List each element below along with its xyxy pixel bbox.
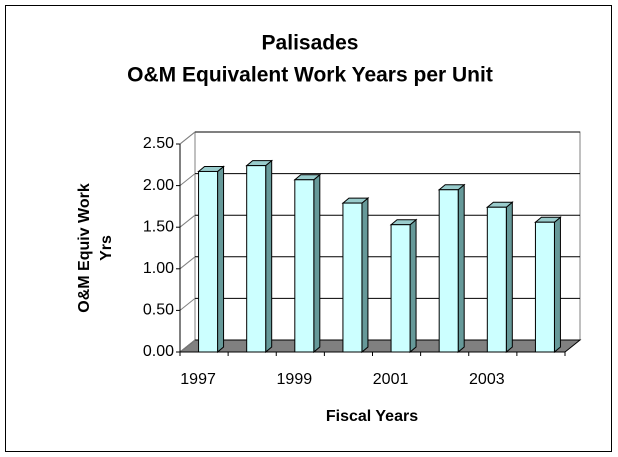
- y-axis-title-line: Yrs: [98, 235, 115, 261]
- y-tick-label: 1.50: [143, 218, 174, 235]
- bar-side: [361, 197, 369, 354]
- x-tick-label: 1997: [180, 371, 216, 388]
- x-tick-label: 1999: [277, 371, 313, 388]
- bar-side: [313, 173, 321, 354]
- bar-side: [505, 201, 513, 354]
- y-tick-label: 0.00: [143, 343, 174, 360]
- bar: [534, 221, 555, 353]
- y-axis-title: O&M Equiv Work Yrs: [76, 183, 115, 313]
- y-tick-label: 2.50: [143, 135, 174, 152]
- floor: [178, 339, 582, 353]
- grid-line-side: [179, 131, 196, 145]
- y-tick-label: 0.50: [143, 302, 174, 319]
- grid-line-side: [179, 339, 196, 353]
- bar-side: [217, 165, 225, 354]
- x-axis-title: Fiscal Years: [326, 408, 418, 425]
- grid-line-side: [179, 298, 196, 311]
- y-axis-title-line: O&M Equiv Work: [76, 183, 93, 313]
- y-tick-label: 1.00: [143, 260, 174, 277]
- bar: [246, 165, 267, 353]
- grid-line-side: [179, 256, 196, 270]
- chart-title: Palisades: [262, 32, 359, 55]
- bar: [438, 189, 459, 353]
- bar-side: [265, 159, 273, 354]
- bar: [294, 179, 315, 353]
- bar-side: [409, 218, 417, 354]
- x-tick-label: 2001: [373, 371, 409, 388]
- chart-title: O&M Equivalent Work Years per Unit: [127, 64, 493, 87]
- bar: [342, 202, 363, 353]
- bar: [486, 206, 507, 353]
- y-tick-label: 2.00: [143, 177, 174, 194]
- x-tick-label: 2003: [469, 371, 505, 388]
- bar-side: [553, 216, 561, 354]
- grid-line-side: [179, 214, 196, 228]
- grid-line-side: [179, 173, 196, 186]
- bar: [390, 224, 411, 353]
- bar: [198, 170, 219, 353]
- bar-side: [457, 183, 465, 354]
